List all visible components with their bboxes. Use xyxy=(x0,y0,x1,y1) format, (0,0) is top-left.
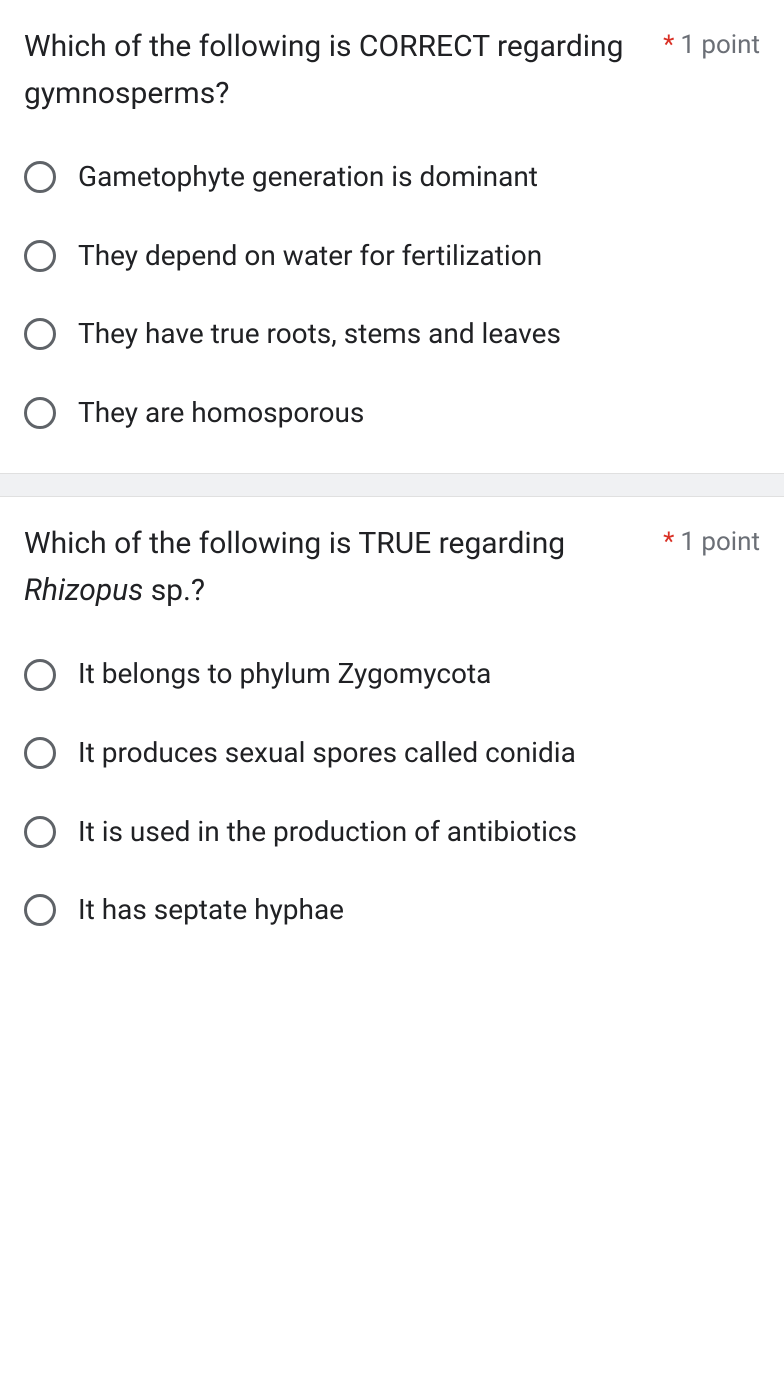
points-badge: * 1 point xyxy=(663,521,760,557)
option-label: It belongs to phylum Zygomycota xyxy=(78,654,491,695)
points-label: 1 point xyxy=(680,527,760,557)
radio-option[interactable]: It belongs to phylum Zygomycota xyxy=(24,654,760,695)
question-header: Which of the following is TRUE regarding… xyxy=(24,521,760,614)
option-label: They are homosporous xyxy=(78,393,364,434)
option-label: It has septate hyphae xyxy=(78,890,344,931)
radio-option[interactable]: They have true roots, stems and leaves xyxy=(24,314,760,355)
radio-icon xyxy=(24,816,56,848)
card-divider xyxy=(0,473,784,497)
radio-icon xyxy=(24,318,56,350)
radio-icon xyxy=(24,659,56,691)
option-label: It produces sexual spores called conidia xyxy=(78,733,576,774)
question-title: Which of the following is CORRECT regard… xyxy=(24,24,663,117)
radio-option[interactable]: It is used in the production of antibiot… xyxy=(24,812,760,853)
radio-icon xyxy=(24,737,56,769)
required-asterisk: * xyxy=(663,32,674,58)
question-card: Which of the following is CORRECT regard… xyxy=(0,0,784,473)
question-card: Which of the following is TRUE regarding… xyxy=(0,497,784,970)
points-label: 1 point xyxy=(680,30,760,60)
radio-option[interactable]: It produces sexual spores called conidia xyxy=(24,733,760,774)
radio-option[interactable]: They are homosporous xyxy=(24,393,760,434)
option-label: They depend on water for fertilization xyxy=(78,236,542,277)
radio-option[interactable]: Gametophyte generation is dominant xyxy=(24,157,760,198)
radio-icon xyxy=(24,240,56,272)
question-header: Which of the following is CORRECT regard… xyxy=(24,24,760,117)
radio-icon xyxy=(24,397,56,429)
radio-option[interactable]: They depend on water for fertilization xyxy=(24,236,760,277)
option-label: It is used in the production of antibiot… xyxy=(78,812,577,853)
points-badge: * 1 point xyxy=(663,24,760,60)
question-title: Which of the following is TRUE regarding… xyxy=(24,521,663,614)
option-label: Gametophyte generation is dominant xyxy=(78,157,538,198)
radio-option[interactable]: It has septate hyphae xyxy=(24,890,760,931)
radio-icon xyxy=(24,894,56,926)
radio-icon xyxy=(24,161,56,193)
option-label: They have true roots, stems and leaves xyxy=(78,314,561,355)
required-asterisk: * xyxy=(663,529,674,555)
options-group: Gametophyte generation is dominant They … xyxy=(24,157,760,433)
options-group: It belongs to phylum Zygomycota It produ… xyxy=(24,654,760,930)
